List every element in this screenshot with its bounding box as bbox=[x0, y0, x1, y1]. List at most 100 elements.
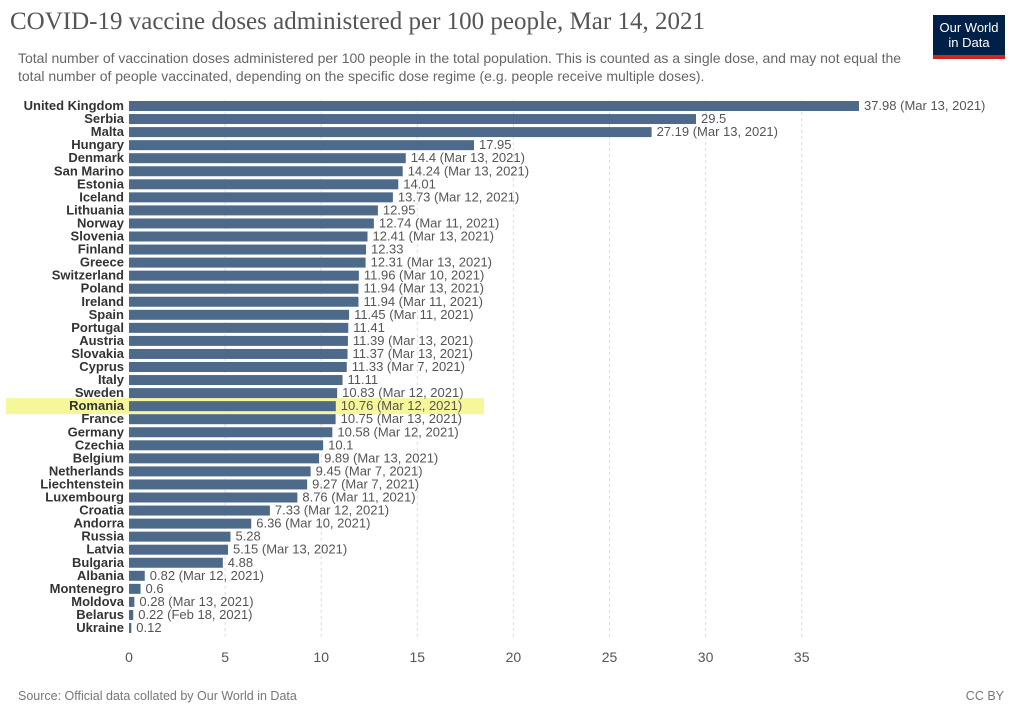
value-label: 14.01 bbox=[403, 176, 436, 191]
category-label: Serbia bbox=[84, 111, 125, 126]
category-label: Italy bbox=[98, 372, 125, 387]
category-label: Moldova bbox=[71, 594, 124, 609]
bar bbox=[129, 479, 308, 490]
value-label: 9.89 (Mar 13, 2021) bbox=[324, 450, 438, 465]
bar bbox=[129, 557, 223, 568]
bar bbox=[129, 309, 350, 320]
category-label: Denmark bbox=[68, 150, 124, 165]
value-label: 11.41 bbox=[353, 320, 385, 335]
bar bbox=[129, 427, 333, 438]
value-label: 10.75 (Mar 13, 2021) bbox=[341, 411, 462, 426]
category-label: San Marino bbox=[54, 163, 124, 178]
category-label: Cyprus bbox=[79, 359, 124, 374]
value-label: 0.12 bbox=[136, 620, 161, 635]
category-label: Belgium bbox=[73, 450, 124, 465]
bar bbox=[129, 114, 696, 125]
value-label: 12.74 (Mar 11, 2021) bbox=[379, 215, 499, 230]
value-label: 10.83 (Mar 12, 2021) bbox=[342, 385, 463, 400]
category-label: Slovenia bbox=[71, 229, 125, 244]
bar bbox=[129, 518, 252, 529]
x-tick-label: 30 bbox=[698, 649, 714, 665]
value-label: 11.37 (Mar 13, 2021) bbox=[353, 346, 473, 361]
value-label: 5.15 (Mar 13, 2021) bbox=[233, 542, 347, 557]
value-label: 14.24 (Mar 13, 2021) bbox=[408, 163, 529, 178]
category-label: Andorra bbox=[73, 516, 124, 531]
category-label: United Kingdom bbox=[24, 98, 124, 113]
category-label: Finland bbox=[78, 242, 124, 257]
value-label: 27.19 (Mar 13, 2021) bbox=[657, 124, 778, 139]
x-tick-label: 35 bbox=[794, 649, 810, 665]
bar bbox=[129, 596, 135, 607]
value-label: 11.94 (Mar 11, 2021) bbox=[363, 294, 482, 309]
bar bbox=[129, 270, 359, 281]
category-label: Estonia bbox=[77, 176, 125, 191]
value-label: 14.4 (Mar 13, 2021) bbox=[411, 150, 525, 165]
bar bbox=[129, 583, 141, 594]
x-tick-label: 10 bbox=[313, 649, 329, 665]
category-label: Sweden bbox=[75, 385, 124, 400]
value-label: 12.31 (Mar 13, 2021) bbox=[371, 255, 492, 270]
bar bbox=[129, 244, 366, 255]
value-label: 9.27 (Mar 7, 2021) bbox=[312, 476, 419, 491]
category-label: Poland bbox=[81, 281, 124, 296]
bar bbox=[129, 348, 348, 359]
value-label: 10.1 bbox=[328, 437, 353, 452]
category-label: Malta bbox=[91, 124, 125, 139]
bar bbox=[129, 544, 228, 555]
value-label: 10.76 (Mar 12, 2021) bbox=[341, 398, 462, 413]
bar bbox=[129, 283, 359, 294]
category-label: Latvia bbox=[86, 542, 124, 557]
bar bbox=[129, 205, 378, 216]
x-tick-label: 0 bbox=[125, 649, 133, 665]
value-label: 12.41 (Mar 13, 2021) bbox=[373, 229, 494, 244]
bar bbox=[129, 623, 132, 633]
bar bbox=[129, 166, 403, 177]
value-label: 13.73 (Mar 12, 2021) bbox=[398, 189, 519, 204]
value-label: 0.82 (Mar 12, 2021) bbox=[150, 568, 264, 583]
category-label: Ukraine bbox=[76, 620, 124, 635]
license-link[interactable]: CC BY bbox=[965, 689, 1004, 703]
category-label: Liechtenstein bbox=[40, 476, 124, 491]
value-label: 11.96 (Mar 10, 2021) bbox=[364, 268, 484, 283]
category-label: France bbox=[81, 411, 124, 426]
bar bbox=[129, 492, 298, 503]
bar bbox=[129, 531, 231, 542]
bar bbox=[129, 466, 311, 477]
category-label: Iceland bbox=[79, 189, 124, 204]
source-note[interactable]: Source: Official data collated by Our Wo… bbox=[18, 689, 297, 703]
x-tick-label: 15 bbox=[410, 649, 426, 665]
bar bbox=[129, 101, 859, 111]
value-label: 10.58 (Mar 12, 2021) bbox=[337, 424, 458, 439]
category-label: Portugal bbox=[71, 320, 124, 335]
category-label: Spain bbox=[89, 307, 124, 322]
value-label: 11.11 bbox=[348, 372, 379, 387]
bar bbox=[129, 218, 374, 229]
bar bbox=[129, 440, 324, 451]
bar bbox=[129, 570, 145, 581]
chart-subtitle: Total number of vaccination doses admini… bbox=[18, 50, 902, 84]
value-label: 7.33 (Mar 12, 2021) bbox=[275, 503, 389, 518]
category-label: Greece bbox=[80, 255, 124, 270]
bar bbox=[129, 401, 336, 412]
category-label: Montenegro bbox=[50, 581, 124, 596]
value-label: 0.6 bbox=[146, 581, 164, 596]
bars bbox=[129, 101, 859, 633]
value-label: 11.94 (Mar 13, 2021) bbox=[363, 281, 483, 296]
category-label: Russia bbox=[81, 529, 124, 544]
category-label: Slovakia bbox=[71, 346, 125, 361]
bar bbox=[129, 335, 348, 346]
x-tick-label: 20 bbox=[506, 649, 522, 665]
category-label: Ireland bbox=[81, 294, 124, 309]
owid-logo[interactable]: Our World in Data bbox=[933, 15, 1005, 59]
category-label: Luxembourg bbox=[45, 490, 124, 505]
category-label: Hungary bbox=[71, 137, 125, 152]
category-label: Czechia bbox=[75, 437, 125, 452]
category-label: Romania bbox=[69, 398, 125, 413]
value-label: 12.33 bbox=[371, 242, 404, 257]
chart-title: COVID-19 vaccine doses administered per … bbox=[10, 8, 705, 35]
bar bbox=[129, 231, 368, 242]
category-label: Norway bbox=[77, 215, 125, 230]
bar bbox=[129, 362, 347, 372]
value-label: 12.95 bbox=[383, 202, 416, 217]
